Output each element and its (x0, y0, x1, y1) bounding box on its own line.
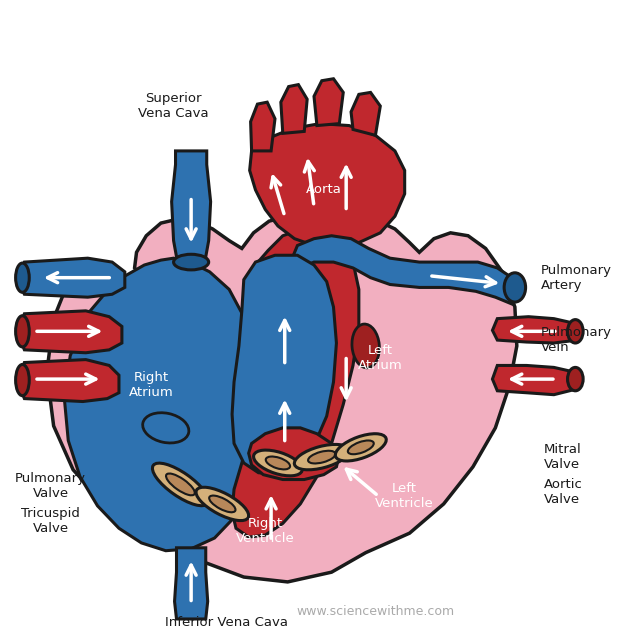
Text: Left
Ventricle: Left Ventricle (375, 482, 434, 510)
Polygon shape (174, 548, 208, 619)
Text: Aortic
Valve: Aortic Valve (544, 478, 583, 506)
Polygon shape (251, 102, 275, 151)
Text: Superior
Vena Cava: Superior Vena Cava (138, 92, 209, 120)
Ellipse shape (568, 320, 583, 343)
Text: Right
Atrium: Right Atrium (129, 371, 174, 399)
Ellipse shape (142, 413, 189, 443)
Ellipse shape (209, 496, 236, 512)
Polygon shape (281, 85, 307, 133)
Text: Mitral
Valve: Mitral Valve (544, 443, 582, 471)
Ellipse shape (568, 368, 583, 390)
Text: Aorta: Aorta (306, 183, 342, 196)
Text: Tricuspid
Valve: Tricuspid Valve (21, 508, 80, 536)
Ellipse shape (348, 441, 374, 454)
Ellipse shape (196, 487, 249, 520)
Polygon shape (249, 124, 404, 248)
Text: Inferior Vena Cava: Inferior Vena Cava (165, 617, 288, 629)
Text: Left
Atrium: Left Atrium (358, 343, 402, 371)
Polygon shape (18, 360, 119, 401)
Ellipse shape (16, 316, 29, 347)
Ellipse shape (16, 263, 29, 292)
Polygon shape (492, 317, 578, 343)
Polygon shape (492, 366, 578, 395)
Polygon shape (172, 151, 211, 262)
Ellipse shape (166, 473, 195, 496)
Ellipse shape (336, 434, 386, 461)
Polygon shape (291, 236, 517, 304)
Text: Pulmonary
Artery: Pulmonary Artery (541, 264, 612, 292)
Polygon shape (64, 258, 258, 551)
Ellipse shape (174, 254, 209, 270)
Ellipse shape (152, 463, 208, 506)
Polygon shape (18, 311, 122, 353)
Ellipse shape (352, 324, 379, 368)
Text: www.sciencewithme.com: www.sciencewithme.com (296, 605, 454, 618)
Ellipse shape (16, 364, 29, 396)
Polygon shape (314, 79, 343, 125)
Text: Right
Ventricle: Right Ventricle (236, 517, 294, 545)
Ellipse shape (308, 451, 336, 464)
Ellipse shape (504, 273, 526, 302)
Polygon shape (232, 229, 359, 537)
Polygon shape (18, 258, 125, 297)
Ellipse shape (254, 450, 302, 476)
Text: Pulmonary
Vein: Pulmonary Vein (541, 326, 612, 354)
Text: Pulmonary
Valve: Pulmonary Valve (15, 473, 86, 500)
Polygon shape (249, 428, 339, 480)
Polygon shape (232, 255, 336, 475)
Ellipse shape (266, 457, 290, 469)
Polygon shape (47, 217, 517, 582)
Ellipse shape (294, 445, 349, 470)
Polygon shape (351, 92, 380, 135)
